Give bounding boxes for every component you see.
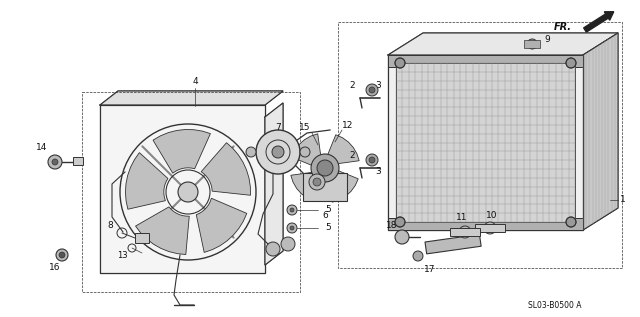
Circle shape (56, 249, 68, 261)
Text: 2: 2 (349, 81, 355, 89)
Circle shape (317, 160, 333, 176)
Text: 4: 4 (192, 77, 198, 87)
Circle shape (246, 147, 256, 157)
Circle shape (281, 237, 295, 251)
Circle shape (290, 208, 294, 212)
Bar (425, 234, 481, 254)
Text: 9: 9 (545, 35, 550, 43)
Polygon shape (100, 91, 283, 105)
Text: 13: 13 (116, 250, 127, 260)
Circle shape (395, 230, 409, 244)
Circle shape (59, 252, 65, 258)
Text: 10: 10 (486, 210, 498, 219)
Circle shape (287, 205, 297, 215)
Polygon shape (196, 198, 247, 252)
Bar (303, 173, 347, 201)
Circle shape (527, 39, 537, 49)
Text: 16: 16 (49, 263, 61, 273)
Text: 3: 3 (375, 81, 381, 89)
Text: SL03-B0500 A: SL03-B0500 A (528, 301, 582, 309)
Polygon shape (125, 152, 168, 209)
Circle shape (395, 217, 405, 227)
Text: 14: 14 (36, 144, 48, 152)
Text: 7: 7 (275, 124, 281, 133)
Text: 6: 6 (322, 210, 328, 219)
Circle shape (395, 58, 405, 68)
Bar (135, 233, 149, 243)
Polygon shape (291, 172, 323, 201)
Circle shape (566, 217, 576, 227)
Circle shape (366, 84, 378, 96)
Bar (524, 40, 540, 48)
Text: 18: 18 (387, 221, 397, 230)
Circle shape (272, 146, 284, 158)
Text: 5: 5 (325, 205, 331, 215)
Text: 8: 8 (107, 221, 113, 230)
Polygon shape (136, 207, 189, 255)
Polygon shape (388, 55, 583, 230)
Polygon shape (265, 103, 283, 265)
Polygon shape (153, 130, 211, 173)
Text: 1: 1 (620, 196, 626, 204)
Text: 5: 5 (325, 223, 331, 232)
Polygon shape (388, 55, 583, 67)
Polygon shape (329, 170, 358, 202)
Circle shape (566, 58, 576, 68)
Circle shape (413, 251, 423, 261)
Circle shape (300, 147, 310, 157)
Circle shape (459, 226, 471, 238)
FancyArrow shape (584, 12, 614, 32)
Circle shape (369, 87, 375, 93)
Circle shape (290, 226, 294, 230)
Polygon shape (388, 33, 618, 55)
Polygon shape (388, 218, 583, 230)
Polygon shape (327, 135, 359, 164)
Circle shape (256, 130, 300, 174)
Bar (475, 224, 505, 232)
Circle shape (311, 154, 339, 182)
Bar (450, 228, 480, 236)
Text: 3: 3 (375, 167, 381, 177)
Circle shape (48, 155, 62, 169)
Circle shape (266, 242, 280, 256)
Circle shape (313, 178, 321, 186)
Circle shape (484, 222, 496, 234)
Polygon shape (583, 33, 618, 230)
Circle shape (287, 223, 297, 233)
Text: 12: 12 (342, 120, 354, 130)
Text: 11: 11 (456, 214, 468, 223)
Bar (73, 157, 83, 165)
Text: 2: 2 (349, 151, 355, 159)
Circle shape (178, 182, 198, 202)
Text: FR.: FR. (554, 22, 572, 32)
Polygon shape (292, 134, 321, 166)
Circle shape (369, 157, 375, 163)
Polygon shape (100, 105, 265, 273)
Circle shape (52, 159, 58, 165)
Text: 15: 15 (300, 124, 311, 133)
Circle shape (309, 174, 325, 190)
Polygon shape (201, 143, 250, 195)
Bar (396, 63, 575, 222)
Circle shape (366, 154, 378, 166)
Text: 17: 17 (424, 266, 436, 275)
